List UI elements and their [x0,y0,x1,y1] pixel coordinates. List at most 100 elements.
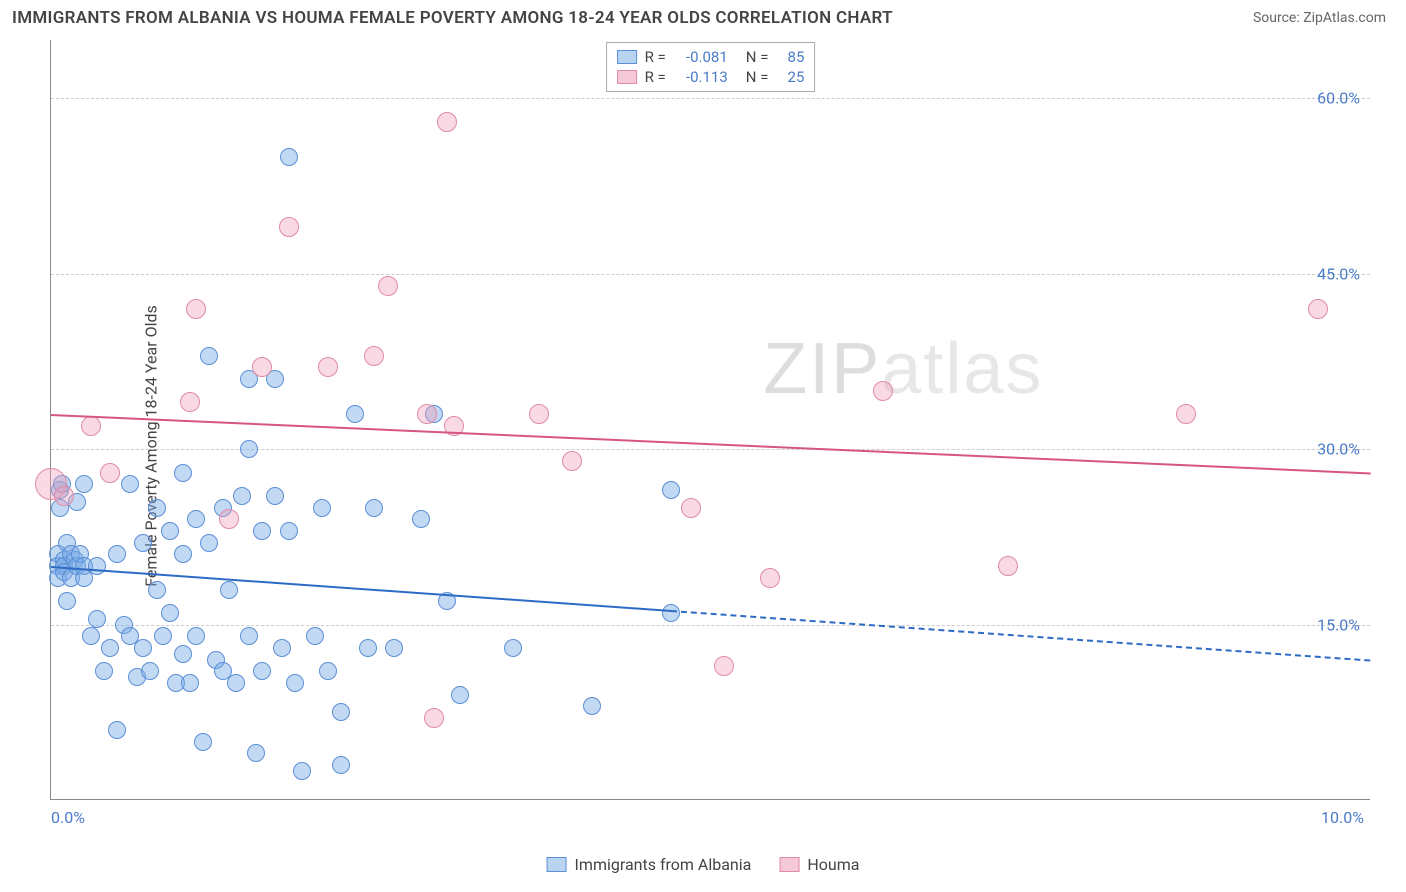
data-point-albania [194,733,212,751]
x-tick-label: 10.0% [1321,808,1364,827]
data-point-albania [174,645,192,663]
data-point-houma [437,112,457,132]
legend-n-value: 25 [776,68,804,86]
data-point-albania [583,697,601,715]
data-point-albania [58,592,76,610]
legend-swatch [547,857,567,872]
data-point-albania [148,499,166,517]
data-point-albania [88,610,106,628]
gridline [51,625,1370,626]
data-point-albania [662,481,680,499]
x-tick-label: 0.0% [51,808,85,827]
legend-item-houma: Houma [779,855,859,874]
data-point-albania [181,674,199,692]
data-point-albania [95,662,113,680]
correlation-legend: R = -0.081 N = 85 R = -0.113 N = 25 [606,42,816,92]
data-point-albania [280,522,298,540]
data-point-albania [134,534,152,552]
trend-line-albania [51,566,672,612]
data-point-albania [319,662,337,680]
data-point-houma [1308,299,1328,319]
data-point-houma [998,556,1018,576]
data-point-albania [306,627,324,645]
data-point-albania [273,639,291,657]
data-point-houma [81,416,101,436]
data-point-albania [154,627,172,645]
data-point-albania [174,545,192,563]
legend-item-albania: Immigrants from Albania [547,855,752,874]
data-point-houma [180,392,200,412]
data-point-albania [134,639,152,657]
legend-swatch [617,50,637,64]
legend-swatch [617,70,637,84]
data-point-houma [100,463,120,483]
data-point-albania [247,744,265,762]
legend-n-value: 85 [776,48,804,66]
data-point-albania [662,604,680,622]
data-point-albania [240,627,258,645]
legend-r-label: R = [645,48,666,66]
gridline [51,98,1370,99]
legend-row-houma: R = -0.113 N = 25 [617,67,805,87]
data-point-albania [161,604,179,622]
source-label: Source: ZipAtlas.com [1253,10,1386,26]
data-point-albania [240,440,258,458]
data-point-houma [219,509,239,529]
data-point-albania [161,522,179,540]
legend-row-albania: R = -0.081 N = 85 [617,47,805,67]
data-point-albania [75,475,93,493]
data-point-houma [1176,404,1196,424]
data-point-albania [227,674,245,692]
legend-label: Houma [807,855,859,874]
legend-swatch [779,857,799,872]
data-point-albania [253,662,271,680]
legend-n-label: N = [746,48,769,66]
data-point-albania [346,405,364,423]
data-point-albania [280,148,298,166]
legend-r-label: R = [645,68,666,86]
data-point-houma [529,404,549,424]
data-point-houma [681,498,701,518]
data-point-albania [200,347,218,365]
data-point-albania [412,510,430,528]
series-legend: Immigrants from Albania Houma [547,855,860,874]
data-point-albania [253,522,271,540]
y-tick-label: 60.0% [1317,89,1360,108]
data-point-albania [233,487,251,505]
data-point-albania [108,721,126,739]
data-point-albania [148,581,166,599]
y-tick-label: 45.0% [1317,264,1360,283]
data-point-albania [220,581,238,599]
data-point-albania [332,756,350,774]
data-point-albania [174,464,192,482]
legend-r-value: -0.081 [674,48,728,66]
legend-n-label: N = [746,68,769,86]
legend-label: Immigrants from Albania [575,855,752,874]
data-point-albania [200,534,218,552]
data-point-houma [714,656,734,676]
data-point-albania [187,627,205,645]
trend-line-albania-extrapolated [671,610,1371,662]
y-tick-label: 30.0% [1317,440,1360,459]
data-point-albania [332,703,350,721]
data-point-albania [313,499,331,517]
legend-r-value: -0.113 [674,68,728,86]
data-point-albania [101,639,119,657]
data-point-albania [359,639,377,657]
data-point-houma [186,299,206,319]
y-tick-label: 15.0% [1317,615,1360,634]
data-point-albania [293,762,311,780]
data-point-houma [279,217,299,237]
data-point-houma [562,451,582,471]
data-point-houma [378,276,398,296]
data-point-albania [385,639,403,657]
data-point-houma [417,404,437,424]
data-point-houma [364,346,384,366]
scatter-plot: ZIPatlas R =-0.081N =85R =-0.113N =25 15… [50,40,1370,800]
data-point-houma [252,357,272,377]
data-point-houma [760,568,780,588]
data-point-albania [108,545,126,563]
data-point-albania [141,662,159,680]
data-point-albania [266,487,284,505]
gridline [51,274,1370,275]
